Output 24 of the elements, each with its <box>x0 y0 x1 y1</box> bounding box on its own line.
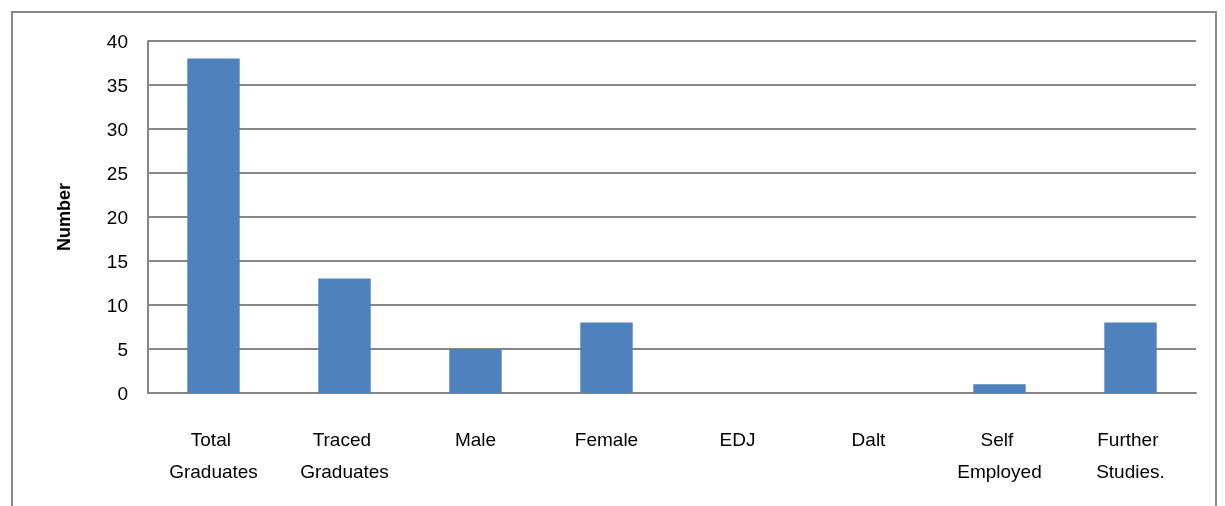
y-tick-label: 0 <box>117 382 128 404</box>
bar <box>580 322 633 393</box>
y-tick-label: 10 <box>106 294 128 316</box>
y-tick-label: 35 <box>106 74 128 96</box>
y-tick-label: 25 <box>106 162 128 184</box>
y-tick-label: 30 <box>106 118 128 140</box>
y-tick-label: 5 <box>117 338 128 360</box>
x-tick-label: Male <box>454 428 497 450</box>
bar <box>973 384 1026 393</box>
x-tick-label: EDJ <box>719 428 756 450</box>
bar <box>449 349 502 393</box>
y-tick-label: 40 <box>106 30 128 52</box>
x-tick-label: Traced Graduates <box>300 428 389 482</box>
x-tick-label: Further Studies. <box>1096 428 1165 482</box>
y-tick-label: 20 <box>106 206 128 228</box>
x-tick-label: Dalt <box>851 428 887 450</box>
y-tick-label: 15 <box>106 250 128 272</box>
x-tick-label: Total Graduates <box>169 428 258 482</box>
bar <box>318 278 371 393</box>
bar <box>187 58 240 393</box>
x-tick-label: Female <box>574 428 639 450</box>
y-axis-title: Number <box>54 182 74 252</box>
x-tick-label: Self Employed <box>957 428 1042 482</box>
bar <box>1104 322 1157 393</box>
